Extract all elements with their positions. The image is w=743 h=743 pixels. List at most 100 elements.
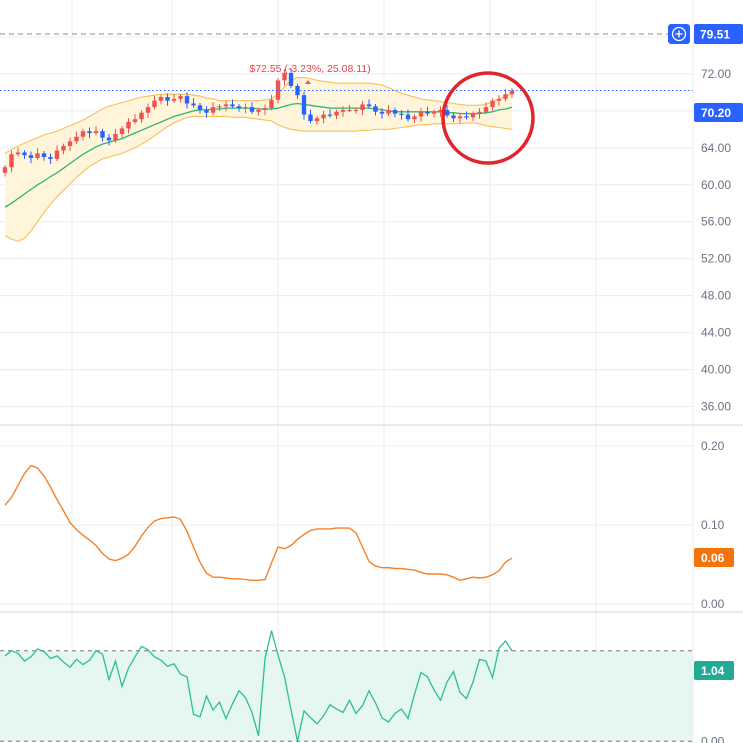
candle-body-11 <box>74 136 79 142</box>
middle-value-tag <box>694 548 734 567</box>
candle-body-53 <box>347 109 352 112</box>
candle-body-57 <box>373 106 378 112</box>
candle-body-73 <box>477 111 482 114</box>
price-tick-label-10: 36.00 <box>701 400 731 414</box>
candle-body-4 <box>28 155 34 158</box>
tag-current-price: 70.20 <box>694 103 743 122</box>
candle-body-63 <box>412 116 417 120</box>
candle-body-6 <box>41 153 47 158</box>
candle-body-24 <box>158 97 164 101</box>
candle-body-28 <box>184 96 190 104</box>
candle-body-30 <box>197 105 203 110</box>
price-tick-label-5: 56.00 <box>701 215 731 229</box>
annotation-marker <box>305 80 311 84</box>
tag-middle: 0.06 <box>694 548 734 567</box>
candle-body-27 <box>178 96 183 99</box>
candle-body-31 <box>204 109 209 113</box>
candle-body-68 <box>444 109 450 116</box>
candle-body-71 <box>464 116 469 118</box>
middle-value-text: 0.06 <box>701 551 725 565</box>
candle-body-23 <box>152 100 157 108</box>
candle-body-70 <box>457 116 463 119</box>
candle-body-64 <box>418 111 424 117</box>
candle-body-25 <box>165 97 170 101</box>
candle-body-62 <box>405 114 411 120</box>
candle-body-12 <box>80 131 86 137</box>
candle-body-78 <box>509 90 515 95</box>
price-tick-label-3: 64.00 <box>701 141 731 155</box>
candle-body-22 <box>145 107 151 113</box>
candle-body-72 <box>470 113 476 118</box>
candle-body-39 <box>256 109 261 112</box>
band-lower-line <box>4 115 513 242</box>
candle-body-48 <box>314 118 320 122</box>
current-price-text: 70.20 <box>701 106 731 120</box>
candle-body-15 <box>100 131 105 138</box>
candle-body-5 <box>35 153 40 158</box>
lower-panel: 0.00 <box>0 630 725 743</box>
candle-body-9 <box>61 145 66 151</box>
candle-body-7 <box>48 157 53 159</box>
lower-band-fill <box>0 650 693 742</box>
candle-body-69 <box>451 115 456 119</box>
candle-body-16 <box>106 137 112 141</box>
candle-body-44 <box>288 72 294 86</box>
candle-body-49 <box>321 114 326 119</box>
candle-body-26 <box>171 98 177 101</box>
tag-lower: 1.04 <box>694 661 734 680</box>
candle-body-21 <box>139 112 144 120</box>
candle-body-40 <box>262 108 268 110</box>
candle-body-38 <box>249 107 255 112</box>
lower-value-tag <box>694 661 734 680</box>
candle-body-67 <box>438 109 443 112</box>
current-price-tag <box>694 103 743 122</box>
lower-tick-label-0: 0.00 <box>701 734 725 743</box>
lower-value-text: 1.04 <box>701 664 725 678</box>
candle-body-65 <box>425 111 430 114</box>
price-tick-label-4: 60.00 <box>701 178 731 192</box>
price-annotation: $72.55 (-3.23%, 25.08.11) <box>249 63 370 75</box>
candle-body-32 <box>210 107 216 113</box>
candle-body-59 <box>386 109 391 114</box>
middle-tick-label-1: 0.10 <box>701 518 725 532</box>
tag-top: 79.51 <box>668 24 743 44</box>
candle-body-14 <box>93 131 99 134</box>
price-tick-label-7: 48.00 <box>701 289 731 303</box>
candle-body-34 <box>223 104 229 107</box>
candle-body-29 <box>191 103 196 106</box>
candle-body-41 <box>269 99 274 109</box>
candle-body-36 <box>236 106 242 109</box>
candle-body-20 <box>132 119 138 122</box>
candle-body-51 <box>334 111 339 116</box>
candle-body-50 <box>327 114 333 116</box>
candle-body-54 <box>353 109 359 112</box>
middle-tick-label-0: 0.20 <box>701 439 725 453</box>
price-tick-label-6: 52.00 <box>701 252 731 266</box>
candle-body-8 <box>54 150 60 159</box>
middle-series-line <box>4 464 513 582</box>
candle-body-66 <box>431 111 437 114</box>
candle-body-43 <box>282 72 287 81</box>
candle-body-18 <box>119 128 125 134</box>
candle-body-74 <box>483 107 489 112</box>
price-tick-label-1: 72.00 <box>701 67 731 81</box>
top-label-text: 79.51 <box>700 28 730 42</box>
candle-body-55 <box>360 104 365 110</box>
candle-body-10 <box>67 141 73 146</box>
middle-panel: 0.20 0.10 0.00 <box>0 439 725 611</box>
candle-body-13 <box>87 131 92 134</box>
plus-circle-icon[interactable] <box>668 24 690 44</box>
candle-body-75 <box>490 100 495 108</box>
candle-body-17 <box>113 133 118 141</box>
candle-body-58 <box>379 111 385 114</box>
candle-body-2 <box>15 152 21 155</box>
candle-body-42 <box>275 80 281 100</box>
candle-body-19 <box>126 121 131 129</box>
highlight-circle <box>441 71 535 165</box>
candle-body-76 <box>496 98 502 101</box>
candle-body-3 <box>22 152 27 156</box>
candle-body-56 <box>366 104 372 107</box>
